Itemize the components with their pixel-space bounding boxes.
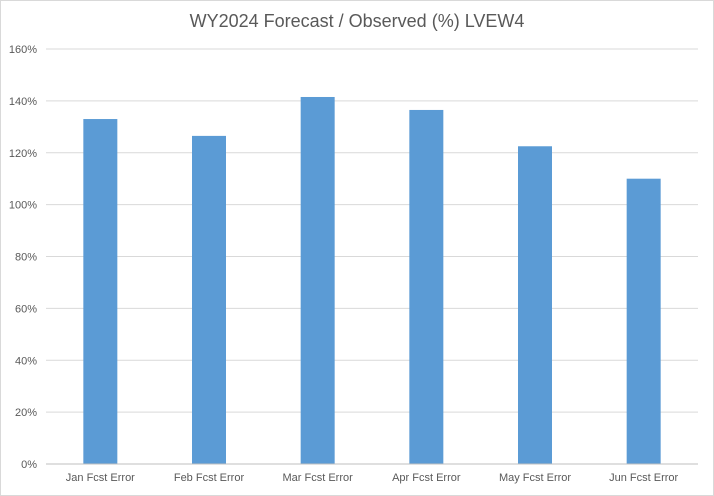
bars bbox=[83, 96, 661, 464]
x-axis-tick-labels: Jan Fcst Error Feb Fcst Error Mar Fcst Err… bbox=[66, 472, 679, 484]
y-tick-label: 100% bbox=[9, 200, 37, 212]
y-tick-label: 20% bbox=[15, 407, 37, 419]
x-tick-label: Apr Fcst Error bbox=[392, 472, 461, 484]
bar bbox=[626, 178, 661, 464]
y-axis-tick-labels: 0% 20% 40% 60% 80% 100% 120% 140% 160% bbox=[9, 44, 37, 471]
gridlines bbox=[46, 48, 698, 413]
bar bbox=[300, 96, 335, 464]
bar bbox=[409, 109, 444, 464]
x-tick-label: Jun Fcst Error bbox=[609, 472, 678, 484]
x-tick-label: Mar Fcst Error bbox=[283, 472, 354, 484]
y-tick-label: 80% bbox=[15, 252, 37, 264]
bar bbox=[83, 119, 118, 464]
y-tick-label: 140% bbox=[9, 96, 37, 108]
chart-title: WY2024 Forecast / Observed (%) LVEW4 bbox=[190, 11, 525, 31]
y-tick-label: 60% bbox=[15, 303, 37, 315]
x-tick-label: May Fcst Error bbox=[499, 472, 571, 484]
y-tick-label: 120% bbox=[9, 148, 37, 160]
x-tick-label: Jan Fcst Error bbox=[66, 472, 135, 484]
y-tick-label: 40% bbox=[15, 355, 37, 367]
bar bbox=[518, 146, 552, 464]
y-tick-label: 0% bbox=[21, 459, 37, 471]
y-tick-label: 160% bbox=[9, 44, 37, 56]
bar bbox=[192, 135, 226, 464]
x-tick-label: Feb Fcst Error bbox=[174, 472, 245, 484]
